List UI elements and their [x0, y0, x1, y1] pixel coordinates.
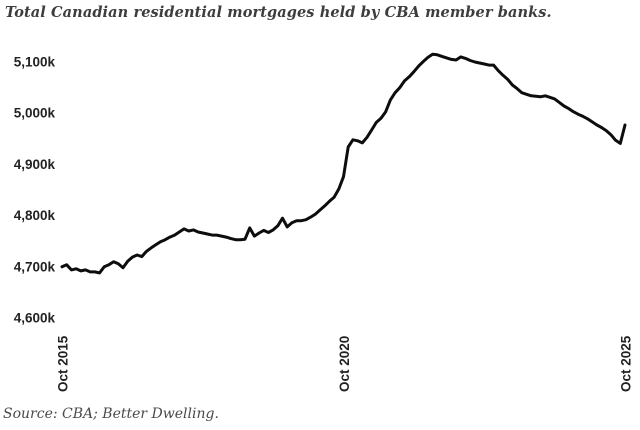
- y-tick-label: 5,100k: [14, 55, 56, 70]
- y-tick-label: 4,900k: [14, 157, 56, 172]
- chart-title: Total Canadian residential mortgages hel…: [5, 4, 552, 21]
- source-note: Source: CBA; Better Dwelling.: [3, 406, 219, 422]
- y-tick-label: 4,600k: [14, 311, 56, 326]
- y-tick-label: 5,000k: [14, 106, 56, 121]
- x-tick-label: Oct 2015: [56, 335, 71, 392]
- y-tick-label: 4,800k: [14, 208, 56, 223]
- y-tick-label: 4,700k: [14, 259, 56, 274]
- x-tick-label: Oct 2025: [619, 335, 634, 392]
- series-line: [60, 52, 627, 275]
- x-tick-label: Oct 2020: [337, 336, 352, 392]
